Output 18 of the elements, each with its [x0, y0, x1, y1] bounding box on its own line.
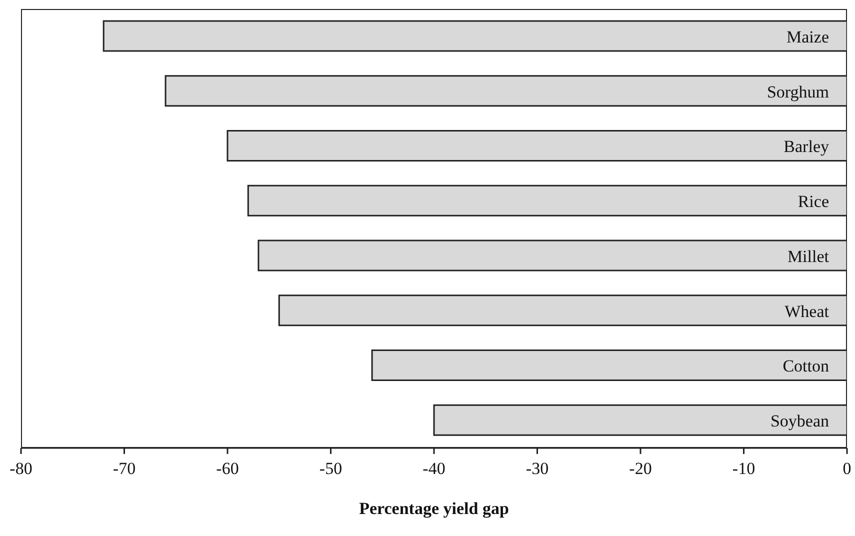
- y-tick-label: Millet: [787, 246, 830, 266]
- x-tick-label: 0: [842, 459, 852, 478]
- y-tick-label: Cotton: [782, 356, 830, 376]
- x-tick-label: -50: [319, 459, 342, 478]
- x-tick-label: -40: [422, 459, 446, 478]
- x-tick-label: -30: [526, 459, 549, 478]
- x-axis-title: Percentage yield gap: [359, 499, 509, 518]
- x-tick-label: -80: [10, 459, 32, 478]
- x-tick-label: -70: [112, 459, 136, 478]
- y-tick-label: Sorghum: [766, 82, 829, 102]
- x-tick-label: -20: [629, 459, 652, 478]
- x-tick-label: -10: [732, 459, 756, 478]
- y-tick-label: Soybean: [770, 412, 830, 431]
- y-tick-label: Wheat: [784, 302, 830, 321]
- y-tick-label: Barley: [784, 137, 830, 156]
- y-tick-label: Maize: [786, 27, 829, 46]
- y-tick-label: Rice: [798, 192, 829, 212]
- x-tick-label: -60: [216, 459, 239, 478]
